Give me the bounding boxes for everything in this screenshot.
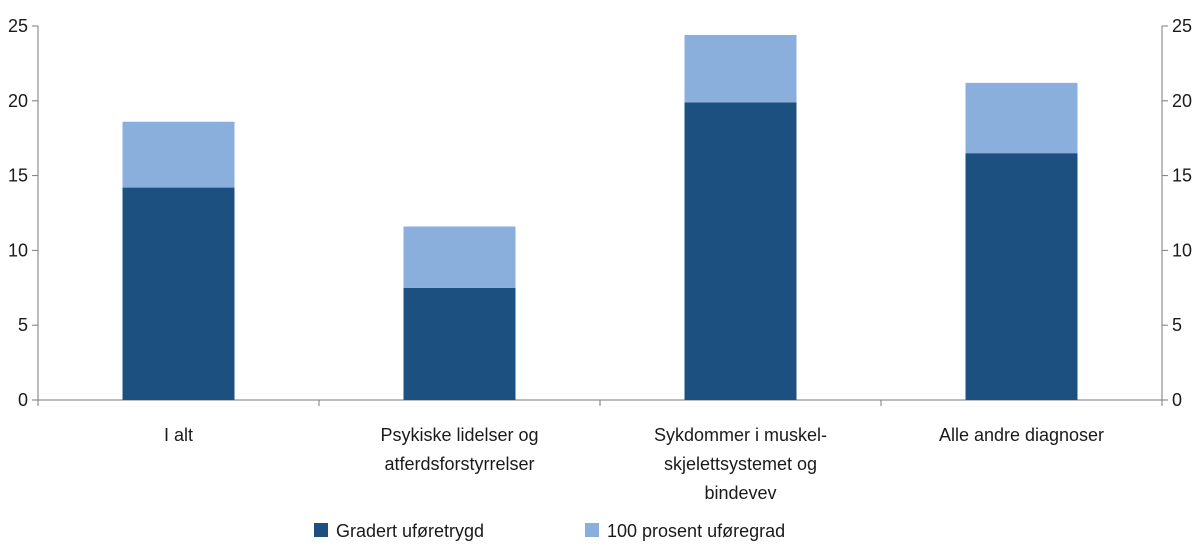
category-labels: I alt Psykiske lidelser og atferdsforstyrr… <box>164 425 1104 503</box>
category-label: bindevev <box>704 483 776 503</box>
legend-swatch <box>585 523 599 537</box>
bar-segment-gradert-2 <box>684 102 797 401</box>
bars <box>122 34 1078 401</box>
left-y-tick-label: 25 <box>8 16 28 36</box>
legend-label: 100 prosent uføregrad <box>607 521 785 541</box>
bar-segment-full-2 <box>684 34 797 103</box>
bar-segment-full-1 <box>403 226 516 288</box>
right-y-tick-label: 15 <box>1172 166 1192 186</box>
left-y-tick-label: 5 <box>18 315 28 335</box>
legend-swatch <box>314 523 328 537</box>
right-y-tick-label: 0 <box>1172 390 1182 410</box>
category-label: Sykdommer i muskel- <box>654 425 827 445</box>
category-label: skjelettsystemet og <box>664 454 817 474</box>
left-y-tick-label: 15 <box>8 166 28 186</box>
category-label: I alt <box>164 425 193 445</box>
left-y-tick-label: 0 <box>18 390 28 410</box>
bar-segment-gradert-1 <box>403 287 516 400</box>
category-label: Psykiske lidelser og <box>380 425 538 445</box>
x-axis <box>37 399 1163 406</box>
bar-segment-full-0 <box>122 121 235 188</box>
left-y-tick-label: 20 <box>8 91 28 111</box>
right-y-tick-label: 25 <box>1172 16 1192 36</box>
right-y-tick-label: 10 <box>1172 240 1192 260</box>
bar-segment-full-3 <box>965 82 1078 154</box>
left-y-tick-label: 10 <box>8 240 28 260</box>
bar-segment-gradert-0 <box>122 187 235 400</box>
category-label: Alle andre diagnoser <box>939 425 1104 445</box>
legend-label: Gradert uføretrygd <box>336 521 484 541</box>
right-y-tick-label: 5 <box>1172 315 1182 335</box>
right-y-axis: 0 5 10 15 20 25 <box>1161 16 1192 410</box>
left-y-axis: 0 5 10 15 20 25 <box>8 16 39 410</box>
bar-segment-gradert-3 <box>965 153 1078 400</box>
category-label: atferdsforstyrrelser <box>384 454 534 474</box>
right-y-tick-label: 20 <box>1172 91 1192 111</box>
legend: Gradert uføretrygd 100 prosent uføregrad <box>314 521 785 541</box>
